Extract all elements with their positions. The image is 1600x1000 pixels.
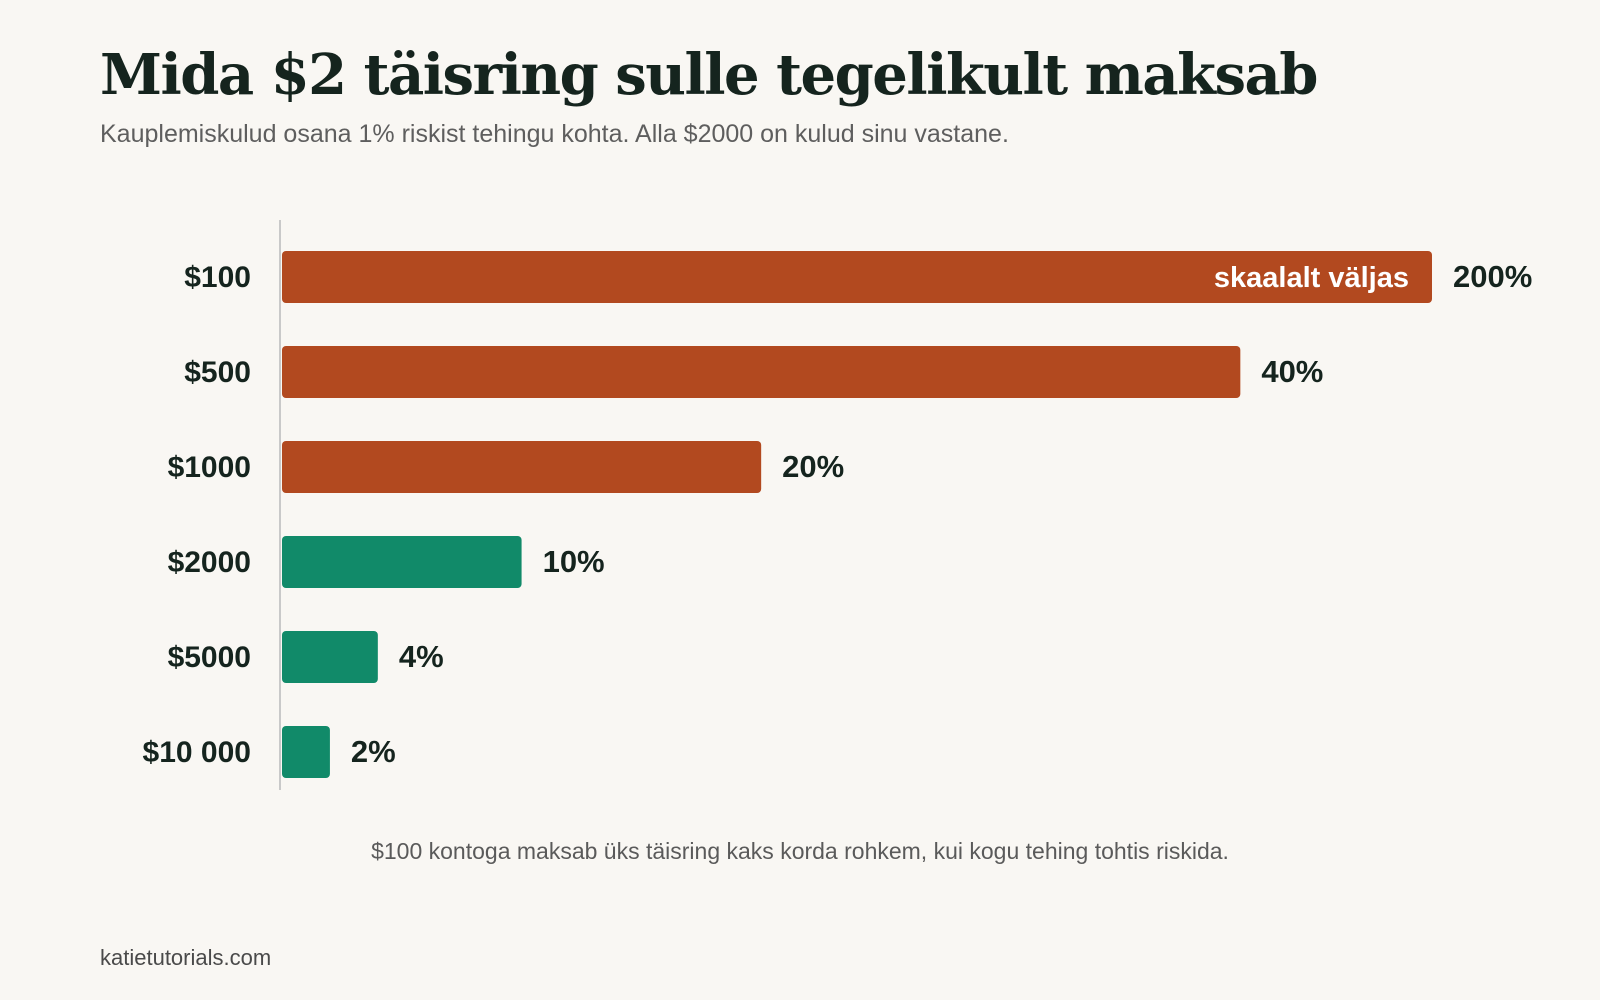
category-label: $500 <box>184 356 251 389</box>
value-label: 10% <box>543 544 605 579</box>
value-label: 20% <box>782 449 844 484</box>
clipped-bar-label: skaalalt väljas <box>1214 262 1409 294</box>
bar <box>282 441 762 493</box>
chart-footnote: $100 kontoga maksab üks täisring kaks ko… <box>371 838 1229 864</box>
category-label: $100 <box>184 261 251 294</box>
category-label: $2000 <box>168 546 251 579</box>
bar-chart: $100 skaalalt väljas 200% $500 40% $1000 20% $2… <box>143 220 1532 790</box>
bar <box>282 726 330 778</box>
chart-subtitle: Kauplemiskulud osana 1% riskist tehingu … <box>100 120 1009 148</box>
chart-title: Mida $2 täisring sulle tegelikult maksab <box>100 42 1318 108</box>
source-credit: katietutorials.com <box>100 945 272 970</box>
bar <box>282 631 378 683</box>
bar <box>282 536 522 588</box>
category-label: $5000 <box>168 641 251 674</box>
value-label: 200% <box>1453 259 1532 294</box>
bar <box>282 346 1241 398</box>
bar <box>282 251 1432 303</box>
value-label: 4% <box>399 639 444 674</box>
value-label: 40% <box>1261 354 1323 389</box>
value-label: 2% <box>351 734 396 769</box>
category-label: $1000 <box>168 451 251 484</box>
category-label: $10 000 <box>143 736 251 769</box>
